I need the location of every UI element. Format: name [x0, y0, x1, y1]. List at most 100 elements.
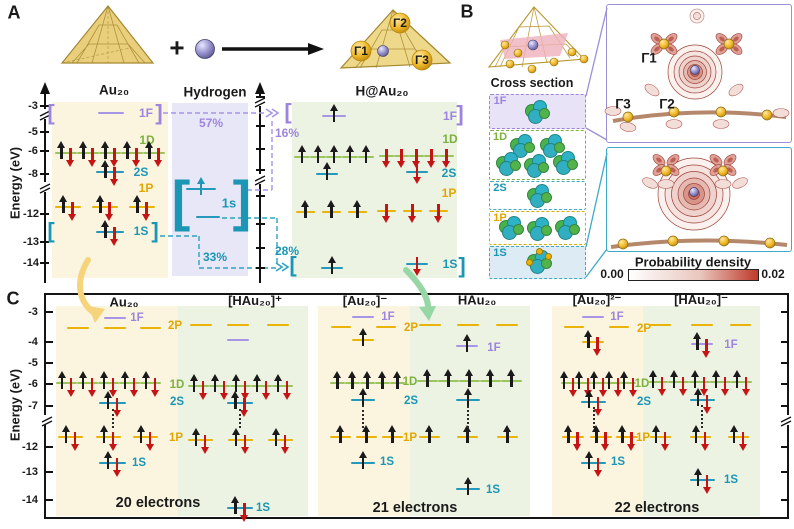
axis-tick: [40, 213, 49, 215]
arrow-stem: [596, 458, 600, 471]
spin-down-arrow: [741, 377, 751, 396]
arrow-head: [568, 390, 577, 397]
arrow-stem: [696, 393, 700, 406]
arrow-stem: [336, 376, 339, 389]
arrow-head: [378, 371, 386, 378]
arrow-head: [103, 391, 112, 398]
energy-level: [728, 435, 749, 439]
energy-level: [119, 381, 140, 385]
arrow-stem: [381, 376, 384, 389]
arrow-head: [584, 330, 592, 337]
density-contour-petal-core: [733, 36, 739, 42]
spin-up-arrow: [363, 371, 372, 390]
gold-atom: [764, 237, 776, 249]
dotted-connector: [239, 409, 241, 428]
arrow-stem: [255, 379, 259, 392]
energy-level: [140, 381, 161, 385]
arrow-head: [465, 369, 473, 376]
energy-level: [267, 323, 289, 327]
energy-level: [621, 381, 636, 385]
arrow-head: [363, 371, 371, 378]
orbital-label: 1s: [221, 195, 237, 211]
spin-down-arrow: [738, 432, 748, 451]
energy-level: [591, 381, 606, 385]
energy-level: [227, 401, 253, 405]
dotted-connector: [362, 405, 364, 428]
axis-tick: [781, 471, 789, 473]
arrow-head: [129, 390, 138, 397]
panel-label-b: B: [460, 1, 474, 22]
spin-up-arrow: [444, 369, 453, 388]
spin-down-arrow: [261, 381, 271, 400]
arrow-head: [486, 369, 494, 376]
spin-down-arrow: [598, 378, 608, 397]
spin-down-arrow: [240, 381, 250, 400]
arrow-head: [358, 451, 367, 458]
spin-down-arrow: [628, 378, 638, 397]
axis-tick: [255, 96, 265, 98]
arrow-stem: [651, 375, 655, 388]
product-hau20-label: H@Au₂₀: [355, 83, 409, 99]
arrow-head: [301, 200, 309, 207]
spin-up-arrow: [564, 425, 573, 444]
arrow-stem: [693, 375, 697, 388]
arrow-head: [273, 374, 282, 381]
orbital-label: 1S: [379, 456, 395, 468]
arrow-head: [423, 369, 431, 376]
arrow-stem: [663, 432, 667, 445]
green-curved-arrow: [403, 267, 436, 321]
arrow-stem: [465, 339, 469, 352]
spin-up-arrow: [378, 371, 387, 390]
arrow-stem: [592, 376, 596, 389]
arrow-head: [196, 177, 205, 184]
arrow-stem: [596, 337, 599, 350]
arrow-stem: [276, 379, 280, 392]
energy-level: [376, 325, 396, 329]
energy-level: [140, 326, 161, 330]
energy-level: [691, 342, 713, 346]
axis-tick: [40, 241, 49, 243]
arrow-head: [240, 447, 249, 454]
orbital-isosurface-blob: [552, 151, 578, 175]
spin-down-arrow: [129, 378, 139, 397]
arrow-head: [198, 393, 207, 400]
blob-lobe: [569, 224, 580, 235]
spin-down-arrow: [382, 149, 391, 168]
blob-lobe: [567, 159, 578, 170]
energy-level: [228, 438, 253, 442]
energy-level: [564, 325, 584, 329]
spin-up-arrow: [101, 160, 110, 179]
arrow-stem: [396, 376, 399, 389]
density-contour-petal: [772, 108, 790, 118]
spin-up-arrow: [329, 104, 339, 123]
tick-a: -5: [28, 126, 38, 138]
dotted-connector: [593, 407, 595, 428]
blob-lobe: [538, 162, 549, 173]
spin-up-arrow: [619, 371, 629, 390]
arrow-head: [627, 444, 635, 451]
arrow-stem: [672, 375, 676, 388]
spin-down-arrow: [657, 377, 667, 396]
arrow-head: [729, 425, 738, 432]
arrow-stem: [489, 374, 492, 387]
orbital-label: 1S: [610, 456, 626, 468]
arrow-head: [99, 425, 108, 432]
arrow-stem: [415, 165, 419, 178]
arrow-head: [702, 487, 711, 494]
arrow-head: [693, 332, 701, 339]
arrow-stem: [300, 150, 304, 163]
bracket: [: [284, 99, 292, 124]
arrow-stem: [415, 149, 418, 162]
energy-level: [129, 205, 155, 209]
orbital-isosurface-blob: [539, 134, 565, 158]
spin-up-arrow: [669, 370, 679, 389]
arrow-head: [219, 393, 228, 400]
spin-down-arrow: [87, 378, 97, 397]
spin-up-arrow: [231, 374, 241, 393]
mixing-percentage: 28%: [274, 244, 300, 258]
energy-level: [689, 380, 710, 384]
density-contour-petal-core: [656, 167, 662, 173]
axis-tick: [45, 405, 53, 407]
arrow-stem: [115, 398, 119, 411]
